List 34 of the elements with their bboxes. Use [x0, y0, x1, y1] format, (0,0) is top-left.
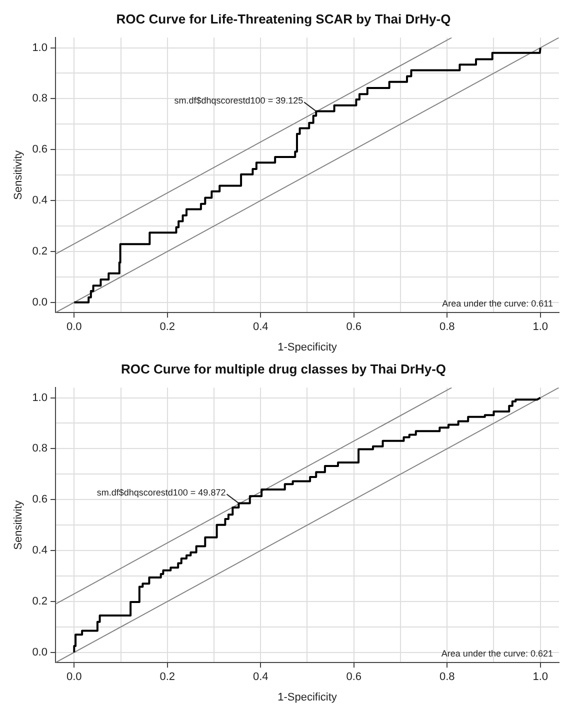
x-tick-label: 0.4	[252, 321, 268, 334]
x-tick-label: 0.8	[439, 321, 455, 334]
chart-title: ROC Curve for multiple drug classes by Thai DrHy-Q	[120, 361, 446, 376]
y-tick-label: 0.0	[32, 646, 48, 658]
x-axis-title: 1-Specificity	[278, 341, 338, 354]
x-tick-label: 0.6	[346, 671, 362, 684]
y-tick-label: 0.6	[32, 494, 48, 506]
annotation: sm.df$dhqscorestd100 = 39.125	[174, 96, 304, 106]
annotation: Area under the curve: 0.621	[441, 648, 553, 659]
annotation: sm.df$dhqscorestd100 = 49.872	[96, 488, 226, 498]
y-tick-label: 0.6	[32, 144, 48, 156]
y-tick-label: 0.8	[32, 92, 48, 105]
y-tick-label: 0.4	[32, 194, 48, 207]
y-tick-label: 0.4	[32, 544, 48, 557]
x-tick-label: 1.0	[532, 321, 548, 334]
x-tick-label: 0.0	[66, 671, 82, 684]
x-tick-label: 0.6	[346, 321, 362, 334]
chart-title: ROC Curve for Life-Threatening SCAR by Thai DrHy-Q	[116, 11, 451, 26]
y-tick-label: 1.0	[32, 392, 48, 404]
x-tick-label: 0.2	[160, 321, 176, 334]
x-tick-label: 0.2	[160, 671, 176, 684]
y-tick-label: 0.8	[32, 442, 48, 455]
y-tick-label: 0.0	[32, 296, 48, 308]
y-tick-label: 1.0	[32, 42, 48, 54]
y-axis-title: Sensitivity	[12, 150, 25, 200]
annotation: Area under the curve: 0.611	[442, 298, 553, 309]
x-tick-label: 1.0	[532, 671, 548, 684]
y-tick-label: 0.2	[32, 596, 48, 608]
x-tick-label: 0.4	[252, 671, 268, 684]
x-tick-label: 0.8	[439, 671, 455, 684]
x-tick-label: 0.0	[66, 321, 82, 334]
x-axis-title: 1-Specificity	[278, 691, 338, 704]
y-tick-label: 0.2	[32, 246, 48, 258]
y-axis-title: Sensitivity	[12, 500, 25, 550]
